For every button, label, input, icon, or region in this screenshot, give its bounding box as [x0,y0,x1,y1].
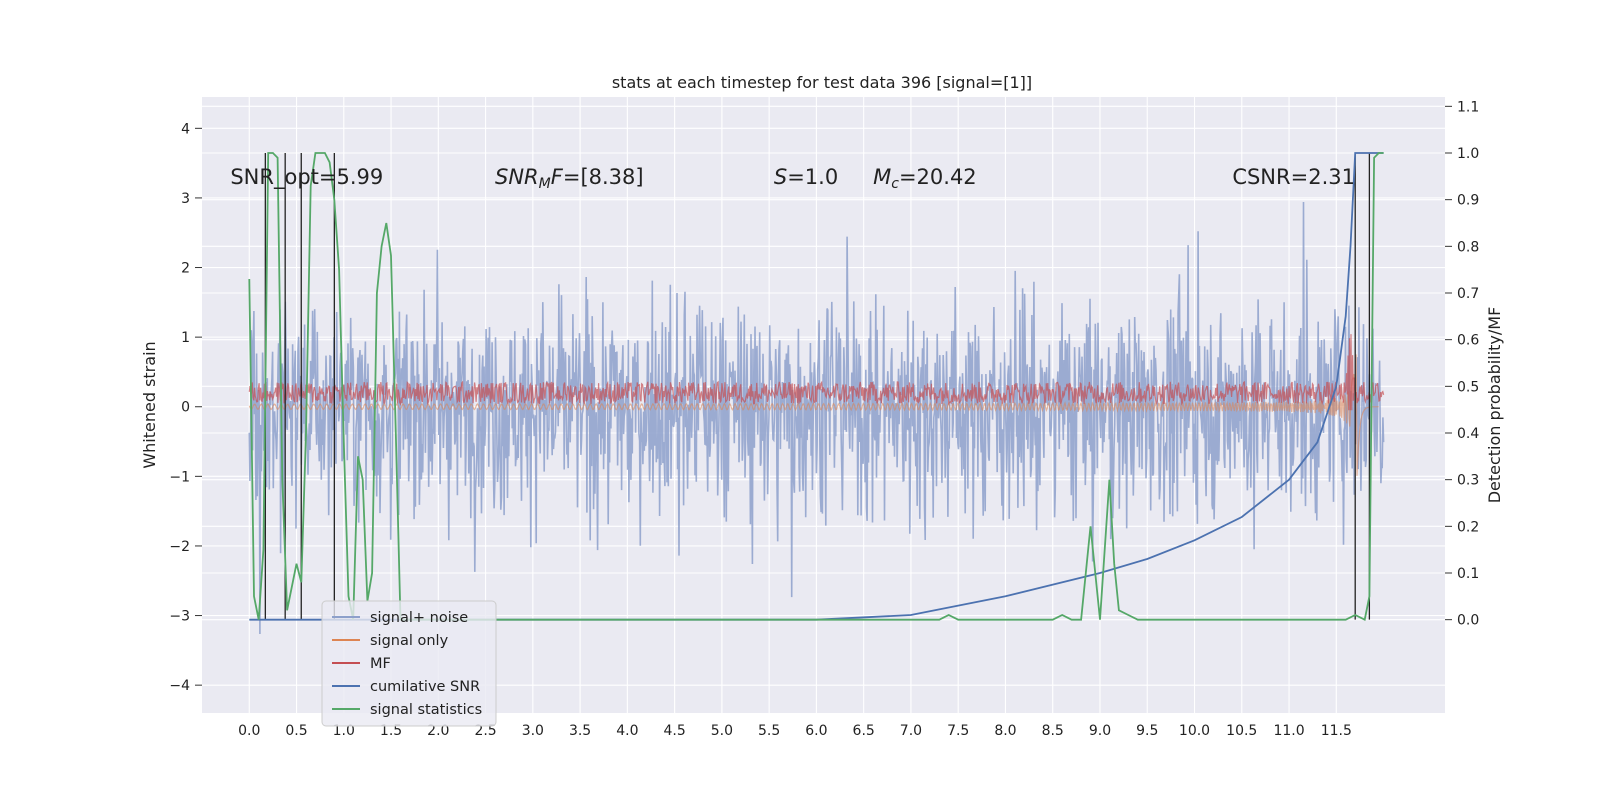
series-signal-only [248,354,1379,476]
x-tick-label: 5.0 [711,723,733,739]
x-tick-label: 2.5 [474,723,496,739]
series-mf [248,334,1385,411]
x-tick-label: 1.5 [380,723,402,739]
y-right-tick-label: 1.1 [1457,99,1479,115]
x-tick-label: 4.0 [616,723,638,739]
chart-title: stats at each timestep for test data 396… [612,73,1032,92]
y-right-tick-label: 0.8 [1457,239,1479,255]
annotation-label: S=1.0 [774,165,838,189]
y-left-tick-label: −3 [169,609,190,625]
y-left-tick-label: 1 [181,330,190,346]
series-signal-plus-noise [248,201,1385,635]
legend-label: signal+ noise [370,610,468,626]
y-left-tick-label: 3 [181,191,190,207]
x-tick-label: 4.5 [663,723,685,739]
x-tick-label: 9.5 [1136,723,1158,739]
ticks: 0.0 0.5 1.0 1.5 2.0 2.5 3.0 3.5 4.0 4.5 5.0 5.5 6.0 6… [169,99,1479,739]
y-right-tick-label: 0.5 [1457,379,1479,395]
annotations: SNR_opt=5.99 SNRMF=[8.38] S=1.0 Mc=20.42 CSN… [230,165,1355,192]
x-tick-label: 8.5 [1042,723,1064,739]
y-right-tick-label: 1.0 [1457,146,1479,162]
y-axis-right-label: Detection probability/MF [1485,307,1504,504]
annotation-label: Mc=20.42 [873,165,977,192]
x-tick-label: 7.5 [947,723,969,739]
legend-label: signal statistics [370,702,482,718]
y-right-tick-label: 0.7 [1457,286,1479,302]
legend: signal+ noise signal only MF cumilative SNR… [321,600,497,727]
x-tick-label: 11.0 [1273,723,1304,739]
x-tick-label: 7.0 [900,723,922,739]
series-signal-statistics [248,152,1384,622]
annotation-label: CSNR=2.31 [1232,165,1355,189]
x-tick-label: 10.5 [1226,723,1257,739]
y-left-tick-label: 0 [181,400,190,416]
y-left-tick-label: 2 [181,261,190,277]
y-left-tick-label: −2 [169,539,190,555]
x-tick-label: 0.5 [285,723,307,739]
x-tick-label: 10.0 [1179,723,1210,739]
plot-series [248,152,1385,635]
y-right-tick-label: 0.4 [1457,426,1479,442]
legend-label: cumilative SNR [370,679,480,695]
legend-label: MF [370,656,391,672]
x-tick-label: 6.5 [853,723,875,739]
x-tick-label: 3.5 [569,723,591,739]
y-axis-left-label: Whitened strain [140,341,159,468]
y-right-tick-label: 0.6 [1457,333,1479,349]
x-tick-label: 8.0 [994,723,1016,739]
x-tick-label: 9.0 [1089,723,1111,739]
y-left-tick-label: −1 [169,469,190,485]
x-tick-label: 2.0 [427,723,449,739]
x-tick-label: 3.0 [522,723,544,739]
y-right-tick-label: 0.2 [1457,519,1479,535]
x-tick-label: 11.5 [1321,723,1352,739]
y-left-tick-label: 4 [181,121,190,137]
legend-label: signal only [370,633,449,649]
y-right-tick-label: 0.0 [1457,613,1479,629]
y-left-tick-label: −4 [169,678,190,694]
x-tick-label: 1.0 [333,723,355,739]
y-right-tick-label: 0.3 [1457,473,1479,489]
annotation-label: SNRMF=[8.38] [495,165,644,192]
x-tick-label: 6.0 [805,723,827,739]
x-tick-label: 5.5 [758,723,780,739]
y-right-tick-label: 0.9 [1457,193,1479,209]
y-right-tick-label: 0.1 [1457,566,1479,582]
legend-box [321,600,497,727]
x-tick-label: 0.0 [238,723,260,739]
series-cumulative-snr [249,152,1384,621]
annotation-label: SNR_opt=5.99 [230,165,383,190]
